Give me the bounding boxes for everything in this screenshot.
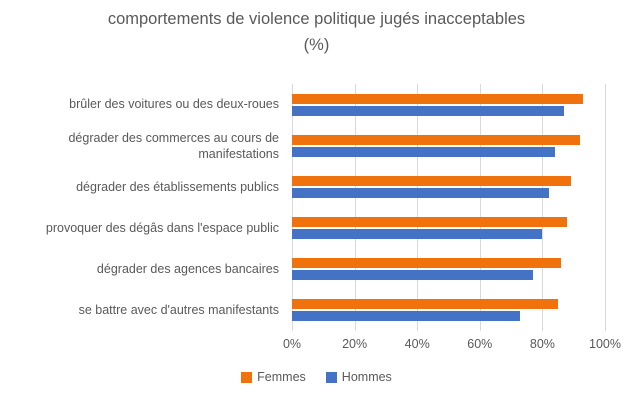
gridline <box>542 84 544 331</box>
bar-group <box>292 208 605 249</box>
category-axis: brûler des voitures ou des deux-roues dég… <box>0 84 286 331</box>
x-axis: 0% 20% 40% 60% 80% 100% <box>283 337 621 353</box>
bar-rows <box>292 84 605 331</box>
gridline <box>417 84 419 331</box>
bar-femmes <box>292 299 559 310</box>
bar-group <box>292 166 605 207</box>
bar-femmes <box>292 93 584 104</box>
chart-title-line1: comportements de violence politique jugé… <box>107 10 526 28</box>
category-label: dégrader des commerces au cours de manif… <box>68 130 279 161</box>
bar-hommes <box>292 105 565 116</box>
bar-group <box>292 84 605 125</box>
bar-group <box>292 125 605 166</box>
x-tick-label: 60% <box>467 337 493 351</box>
gridline <box>605 84 606 331</box>
category-label: dégrader des agences bancaires <box>96 262 279 277</box>
gridline <box>479 84 481 331</box>
category-label: brûler des voitures ou des deux-roues <box>69 97 279 112</box>
bar-group <box>292 249 605 290</box>
legend-item-hommes: Hommes <box>325 370 392 384</box>
category-label: dégrader des établissements publics <box>76 179 279 194</box>
bar-femmes <box>292 175 571 186</box>
x-tick-label: 20% <box>342 337 368 351</box>
legend-label: Femmes <box>257 370 306 384</box>
bar-femmes <box>292 258 562 269</box>
chart-title: comportements de violence politique jugé… <box>20 7 613 58</box>
gridline <box>292 84 293 331</box>
bar-femmes <box>292 217 568 228</box>
bar-hommes <box>292 146 555 157</box>
legend: Femmes Hommes <box>0 370 633 384</box>
bar-group <box>292 290 605 331</box>
bar-hommes <box>292 270 533 281</box>
x-tick-label: 0% <box>282 337 302 351</box>
bar-femmes <box>292 134 580 145</box>
plot-area <box>292 84 606 331</box>
category-label: provoquer des dégâs dans l'espace public <box>45 220 279 235</box>
x-tick-label: 40% <box>404 337 430 351</box>
legend-swatch-icon <box>325 371 337 383</box>
bar-hommes <box>292 229 543 240</box>
legend-swatch-icon <box>241 371 253 383</box>
bar-hommes <box>292 187 549 198</box>
legend-label: Hommes <box>341 370 392 384</box>
chart-title-line2: (%) <box>303 35 330 54</box>
legend-item-femmes: Femmes <box>241 370 306 384</box>
gridline <box>354 84 356 331</box>
bar-hommes <box>292 311 521 322</box>
category-label: se battre avec d'autres manifestants <box>78 303 279 318</box>
x-tick-label: 80% <box>529 337 555 351</box>
x-tick-label: 100% <box>589 337 621 351</box>
